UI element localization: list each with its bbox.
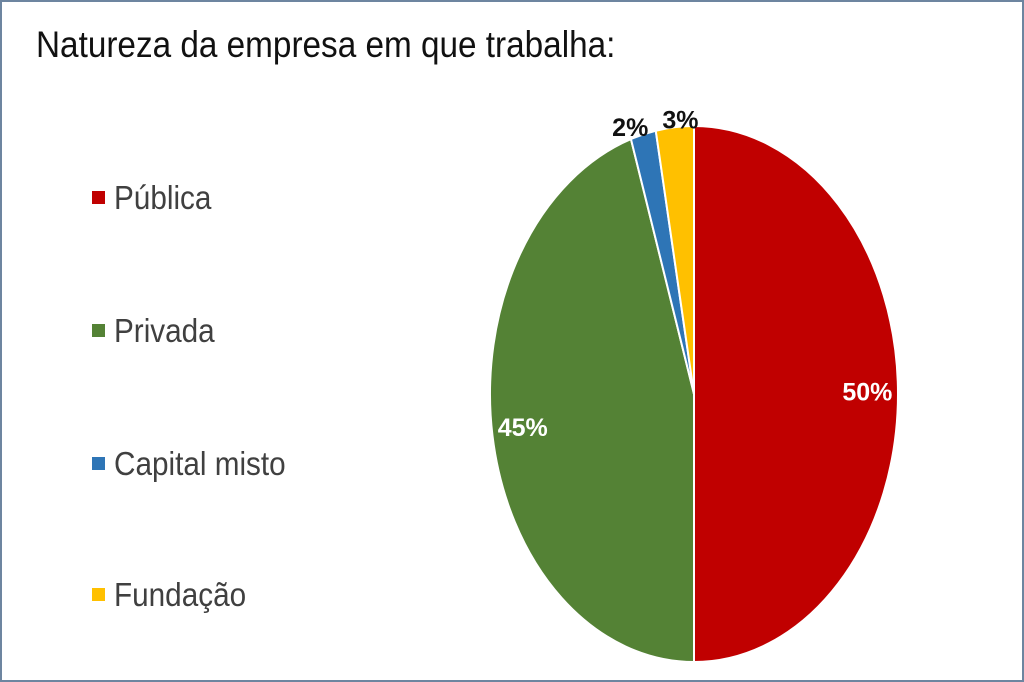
data-label-capital-misto: 2% xyxy=(612,114,648,142)
data-label-privada: 45% xyxy=(498,414,548,442)
pie-slice-privada xyxy=(489,137,695,664)
legend-label-privada: Privada xyxy=(114,312,215,349)
chart-title: Natureza da empresa em que trabalha: xyxy=(36,24,616,65)
legend-label-capital-misto: Capital misto xyxy=(114,445,286,482)
legend-swatch-privada xyxy=(92,324,105,337)
legend-label-publica: Pública xyxy=(114,179,212,216)
pie-slice-fundacao xyxy=(654,124,695,395)
legend-swatch-capital-misto xyxy=(92,457,105,470)
data-label-fundacao: 3% xyxy=(662,106,698,134)
legend-swatch-publica xyxy=(92,191,105,204)
legend-swatch-fundacao xyxy=(92,588,105,601)
legend-label-fundacao: Fundação xyxy=(114,576,247,613)
pie-slice-publica xyxy=(693,124,899,664)
data-label-publica: 50% xyxy=(842,379,892,407)
